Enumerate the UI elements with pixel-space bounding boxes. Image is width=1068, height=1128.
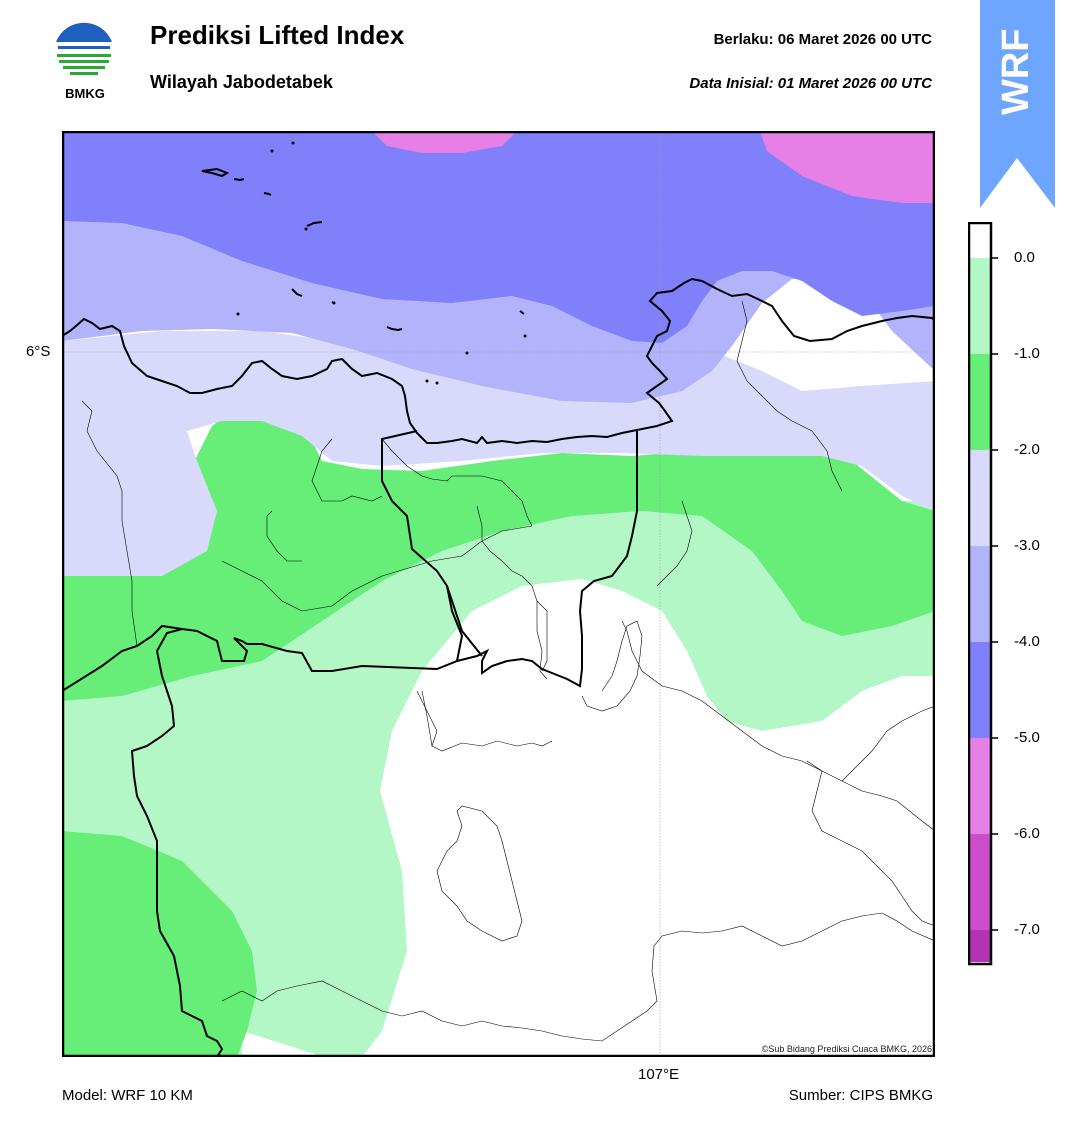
island [291, 288, 303, 297]
map-title: Prediksi Lifted Index [150, 20, 405, 50]
li-4-to-5-region [62, 131, 935, 343]
province-boundary [456, 431, 638, 688]
li-5-to-6-region-ne [760, 131, 935, 203]
island [201, 167, 230, 178]
valid-time: Berlaku: 06 Maret 2026 00 UTC [713, 31, 932, 48]
li-2-to-3-region [62, 331, 935, 576]
colorbar-segment [970, 354, 990, 450]
source-label: Sumber: CIPS BMKG [788, 1087, 933, 1104]
map-subtitle: Wilayah Jabodetabek [150, 72, 333, 92]
colorbar-label: -7.0 [1014, 921, 1040, 938]
province-boundary [446, 585, 483, 657]
island [236, 312, 240, 316]
lifted-index-map [62, 131, 935, 1057]
colorbar-label: -3.0 [1014, 537, 1040, 554]
model-label: Model: WRF 10 KM [62, 1087, 193, 1104]
island [270, 149, 274, 153]
island [332, 301, 336, 305]
island [304, 227, 308, 231]
lon-label-107e: 107°E [638, 1066, 680, 1083]
bmkg-logo [54, 20, 114, 80]
lat-label-6s: 6°S [26, 343, 51, 360]
island [291, 141, 295, 145]
li-1-to-2-region [62, 381, 935, 701]
island [519, 310, 525, 315]
colorbar-segment [970, 642, 990, 738]
colorbar-segment [970, 930, 990, 962]
colorbar-label: -1.0 [1014, 345, 1040, 362]
colorbar-segment [970, 258, 990, 354]
colorbar-frame [968, 222, 993, 966]
colorbar-segment [970, 546, 990, 642]
colorbar-label: -5.0 [1014, 729, 1040, 746]
island [306, 221, 323, 227]
province-boundary [130, 430, 464, 1057]
regency-boundaries [81, 300, 935, 1042]
island [465, 351, 469, 355]
island [425, 379, 429, 383]
island [523, 334, 527, 338]
island [386, 326, 403, 332]
logo-text: BMKG [65, 86, 105, 101]
colorbar-label: -2.0 [1014, 441, 1040, 458]
li-5-to-6-region [372, 131, 517, 153]
map-frame [62, 131, 935, 1057]
colorbar-segment [970, 450, 990, 546]
wrf-badge: WRF [980, 0, 1055, 208]
wrf-badge-text: WRF [995, 28, 1037, 115]
colorbar-label: 0.0 [1014, 249, 1035, 266]
island [435, 381, 439, 385]
colorbar-segment [970, 224, 990, 258]
colorbar [968, 222, 998, 966]
colorbar-segment [970, 834, 990, 930]
copyright-text: ©Sub Bidang Prediksi Cuaca BMKG, 2026 [761, 1044, 932, 1054]
colorbar-label: -4.0 [1014, 633, 1040, 650]
li-1-to-2-region-sw [62, 831, 257, 1057]
island [233, 178, 245, 182]
colorbar-label: -6.0 [1014, 825, 1040, 842]
coastline [62, 277, 935, 445]
initial-time: Data Inisial: 01 Maret 2026 00 UTC [689, 75, 932, 92]
island [263, 192, 272, 196]
colorbar-segment [970, 738, 990, 834]
